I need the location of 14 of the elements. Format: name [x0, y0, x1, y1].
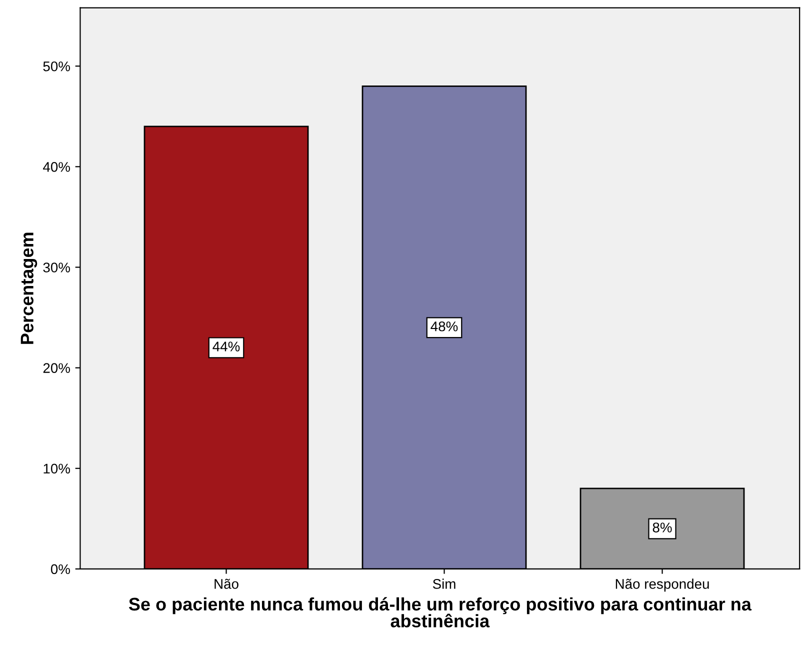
y-tick-label: 20% [43, 363, 70, 373]
data-label: 44% [212, 342, 240, 352]
x-tick-label: Sim [432, 578, 456, 589]
y-tick-label: 40% [43, 162, 70, 172]
x-tick-label: Não [214, 578, 238, 589]
y-tick-label: 30% [43, 262, 70, 272]
y-axis-title: Percentagem [20, 232, 38, 344]
x-tick-label: Não respondeu [616, 578, 709, 592]
data-label: 8% [652, 522, 672, 532]
data-label: 48% [430, 321, 458, 332]
y-tick-label: 50% [43, 61, 70, 72]
x-axis-title: Se o paciente nunca fumou dá-lhe um reforço positivo para continuar na abstinência [128, 597, 752, 628]
y-tick-label: 0% [50, 564, 70, 574]
y-tick-label: 10% [44, 464, 70, 474]
